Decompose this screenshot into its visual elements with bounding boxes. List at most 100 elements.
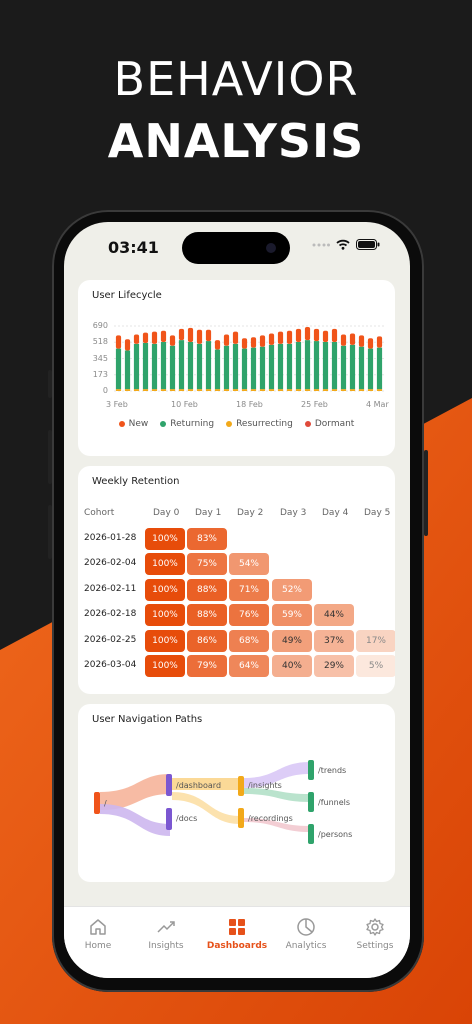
bar-returning (313, 341, 320, 390)
retention-cell: 100% (145, 655, 185, 677)
bar-returning (349, 344, 356, 390)
bar-new (169, 335, 176, 346)
cellular-signal-icon (312, 243, 330, 246)
bar-new (187, 327, 194, 343)
bar-resurrecting (268, 389, 275, 391)
bar-new (277, 331, 284, 344)
bar-returning (160, 342, 167, 390)
y-tick-label: 690 (92, 321, 108, 330)
bar-new (322, 330, 329, 343)
legend-returning: Returning (160, 419, 214, 429)
y-tick-label: 173 (92, 369, 108, 379)
bar-resurrecting (196, 389, 203, 391)
nav-dashboards[interactable]: Dashboards (206, 917, 268, 951)
retention-header: Cohort (84, 508, 115, 518)
bar-new (331, 328, 338, 343)
bar-returning (232, 343, 239, 390)
nav-settings[interactable]: Settings (345, 917, 405, 951)
bar-new (250, 337, 257, 348)
x-tick-label: 3 Feb (106, 400, 128, 409)
nav-dashboards-label: Dashboards (206, 941, 268, 951)
gear-icon (366, 918, 384, 936)
lifecycle-legend: New Returning Resurrecting Dormant (78, 419, 395, 429)
x-tick-label: 4 Mar (366, 400, 389, 409)
retention-cell: 100% (145, 578, 185, 601)
bar-new (304, 326, 311, 341)
bar-resurrecting (304, 389, 311, 391)
bar-resurrecting (376, 389, 383, 391)
lifecycle-title: User Lifecycle (92, 290, 162, 301)
retention-cohort: 2026-01-28 (84, 533, 137, 543)
bar-returning (205, 341, 212, 390)
lifecycle-chart (114, 325, 384, 392)
retention-cell: 54% (229, 553, 269, 576)
retention-cell: 44% (314, 604, 354, 627)
bar-returning (223, 345, 230, 390)
nav-insights[interactable]: Insights (136, 917, 196, 951)
bar-resurrecting (115, 389, 122, 391)
flow-insights-funnels (244, 788, 310, 802)
bar-returning (124, 350, 131, 390)
bar-resurrecting (205, 389, 212, 391)
bar-returning (376, 347, 383, 390)
bar-resurrecting (151, 389, 158, 391)
bar-resurrecting (259, 389, 266, 391)
power-button (424, 450, 428, 536)
volume-down-button (48, 505, 52, 559)
retention-cell: 76% (229, 604, 269, 627)
volume-up-button (48, 430, 52, 484)
bar-returning (277, 343, 284, 390)
retention-cell: 40% (272, 655, 312, 677)
bar-returning (133, 343, 140, 390)
retention-header: Day 3 (280, 508, 307, 518)
bar-new (124, 339, 131, 351)
y-tick-label: 345 (92, 353, 108, 363)
node-label-root: / (104, 799, 107, 808)
bar-returning (241, 348, 248, 390)
bar-returning (178, 340, 185, 390)
retention-cell: 100% (145, 528, 185, 550)
node-label-docs: /docs (176, 814, 197, 823)
nav-analytics[interactable]: Analytics (276, 917, 336, 951)
bar-new (196, 329, 203, 344)
node-dashboard (166, 774, 172, 796)
bar-returning (268, 344, 275, 390)
retention-cell: 86% (187, 629, 227, 652)
bar-resurrecting (322, 389, 329, 391)
paths-title: User Navigation Paths (92, 714, 203, 725)
bar-resurrecting (142, 389, 149, 391)
status-time: 03:41 (108, 238, 159, 257)
bar-new (232, 331, 239, 344)
node-label-dashboard: /dashboard (176, 781, 221, 790)
retention-header: Day 2 (237, 508, 264, 518)
bar-resurrecting (349, 389, 356, 391)
nav-analytics-label: Analytics (285, 941, 327, 951)
bar-resurrecting (133, 389, 140, 391)
flow-dashboard-insights (172, 778, 240, 790)
retention-cell: 68% (229, 629, 269, 652)
nav-insights-label: Insights (148, 941, 184, 951)
bar-new (214, 340, 221, 350)
retention-cell: 17% (356, 629, 395, 652)
bar-returning (151, 343, 158, 390)
bar-new (313, 328, 320, 342)
y-tick-label: 0 (102, 386, 108, 395)
nav-home[interactable]: Home (68, 917, 128, 951)
bar-resurrecting (241, 389, 248, 391)
node-root (94, 792, 100, 814)
bar-returning (304, 340, 311, 390)
node-trends (308, 760, 314, 780)
trend-line-icon (157, 921, 175, 933)
bar-new (268, 333, 275, 345)
bar-resurrecting (187, 389, 194, 391)
bar-returning (142, 342, 149, 390)
retention-cohort: 2026-02-11 (84, 583, 137, 594)
bar-resurrecting (367, 389, 374, 391)
retention-cell: 100% (145, 553, 185, 576)
node-label-recordings: /recordings (248, 814, 293, 823)
node-funnels (308, 792, 314, 812)
retention-cell: 100% (145, 629, 185, 652)
retention-cell: 83% (187, 528, 227, 550)
retention-header: Day 1 (195, 508, 222, 518)
retention-title: Weekly Retention (92, 476, 180, 487)
